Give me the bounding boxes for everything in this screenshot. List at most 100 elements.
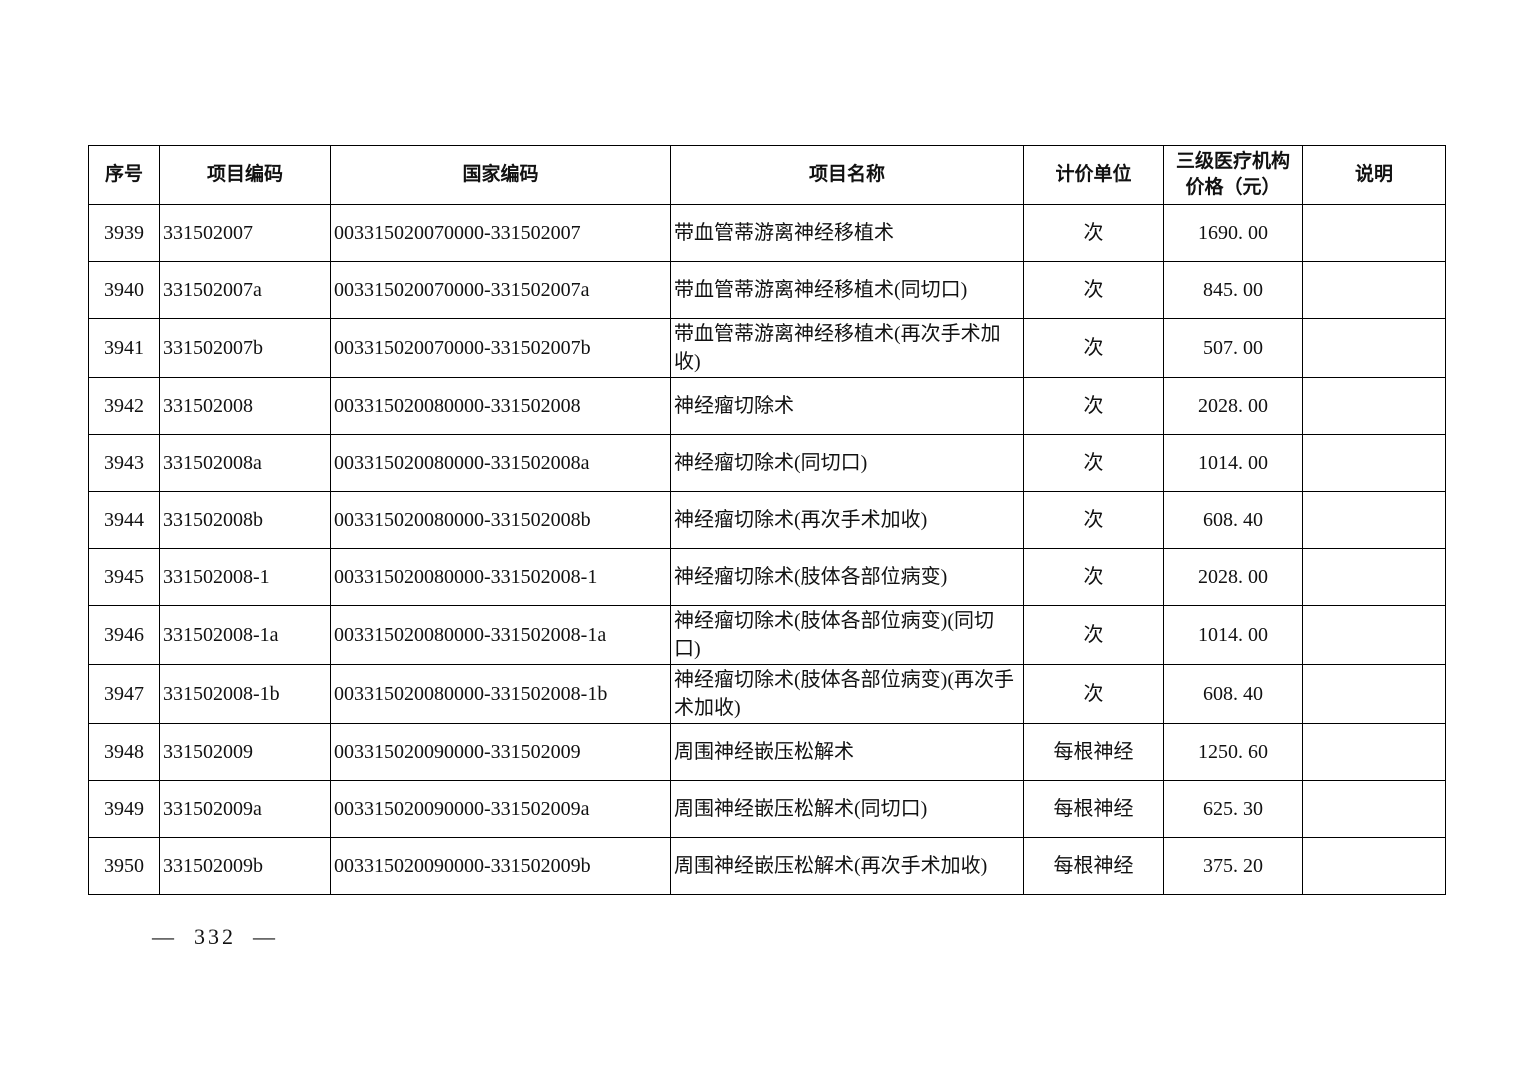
cell-national-code: 003315020080000-331502008b [330,491,671,549]
cell-unit: 每根神经 [1023,723,1164,781]
cell-item-code: 331502008a [159,434,331,492]
cell-seq: 3945 [88,548,160,606]
cell-item-code: 331502008 [159,377,331,435]
cell-national-code: 003315020080000-331502008a [330,434,671,492]
cell-note [1302,434,1446,492]
cell-name: 带血管蒂游离神经移植术(再次手术加收) [670,318,1024,378]
cell-national-code: 003315020070000-331502007 [330,204,671,262]
cell-item-code: 331502007 [159,204,331,262]
cell-unit: 次 [1023,548,1164,606]
cell-seq: 3948 [88,723,160,781]
cell-note [1302,318,1446,378]
cell-unit: 次 [1023,318,1164,378]
col-header-seq: 序号 [88,145,160,205]
price-table: 序号 项目编码 国家编码 项目名称 计价单位 三级医疗机构价格（元） 说明 39… [88,145,1446,895]
cell-item-code: 331502009 [159,723,331,781]
cell-national-code: 003315020080000-331502008 [330,377,671,435]
cell-item-code: 331502007b [159,318,331,378]
table-row: 3940 331502007a 003315020070000-331502007a… [88,261,1446,319]
cell-name: 神经瘤切除术(肢体各部位病变)(再次手术加收) [670,664,1024,724]
cell-item-code: 331502008-1a [159,605,331,665]
cell-item-code: 331502008b [159,491,331,549]
cell-seq: 3943 [88,434,160,492]
table-row: 3950 331502009b 003315020090000-331502009b… [88,837,1446,895]
cell-price: 507. 00 [1163,318,1303,378]
cell-note [1302,261,1446,319]
cell-seq: 3950 [88,837,160,895]
cell-unit: 次 [1023,261,1164,319]
cell-note [1302,664,1446,724]
table-row: 3944 331502008b 003315020080000-331502008b… [88,491,1446,549]
table-row: 3939 331502007 003315020070000-331502007 带血… [88,204,1446,262]
cell-unit: 次 [1023,204,1164,262]
cell-price: 1250. 60 [1163,723,1303,781]
cell-item-code: 331502008-1b [159,664,331,724]
table-row: 3949 331502009a 003315020090000-331502009a… [88,780,1446,838]
cell-seq: 3941 [88,318,160,378]
cell-note [1302,780,1446,838]
cell-name: 神经瘤切除术(肢体各部位病变) [670,548,1024,606]
cell-item-code: 331502009a [159,780,331,838]
table-row: 3947 331502008-1b 003315020080000-33150200… [88,664,1446,724]
cell-name: 带血管蒂游离神经移植术 [670,204,1024,262]
cell-seq: 3944 [88,491,160,549]
col-header-unit: 计价单位 [1023,145,1164,205]
col-header-item-code: 项目编码 [159,145,331,205]
cell-unit: 次 [1023,434,1164,492]
cell-unit: 次 [1023,491,1164,549]
table-row: 3946 331502008-1a 003315020080000-33150200… [88,605,1446,665]
cell-price: 1690. 00 [1163,204,1303,262]
cell-national-code: 003315020070000-331502007a [330,261,671,319]
cell-unit: 次 [1023,377,1164,435]
col-header-name: 项目名称 [670,145,1024,205]
cell-price: 625. 30 [1163,780,1303,838]
cell-price: 2028. 00 [1163,377,1303,435]
table-row: 3943 331502008a 003315020080000-331502008a… [88,434,1446,492]
col-header-note: 说明 [1302,145,1446,205]
cell-note [1302,548,1446,606]
cell-name: 神经瘤切除术(再次手术加收) [670,491,1024,549]
cell-name: 周围神经嵌压松解术(同切口) [670,780,1024,838]
cell-unit: 次 [1023,664,1164,724]
cell-note [1302,605,1446,665]
cell-price: 1014. 00 [1163,605,1303,665]
cell-name: 神经瘤切除术 [670,377,1024,435]
cell-national-code: 003315020090000-331502009b [330,837,671,895]
cell-name: 神经瘤切除术(肢体各部位病变)(同切口) [670,605,1024,665]
cell-price: 2028. 00 [1163,548,1303,606]
cell-national-code: 003315020070000-331502007b [330,318,671,378]
cell-seq: 3942 [88,377,160,435]
cell-price: 608. 40 [1163,664,1303,724]
col-header-national-code: 国家编码 [330,145,671,205]
table-row: 3942 331502008 003315020080000-331502008 神经… [88,377,1446,435]
cell-note [1302,837,1446,895]
cell-national-code: 003315020080000-331502008-1b [330,664,671,724]
cell-item-code: 331502008-1 [159,548,331,606]
page-number: — 332 — [152,924,278,949]
cell-seq: 3940 [88,261,160,319]
table-row: 3945 331502008-1 003315020080000-331502008… [88,548,1446,606]
cell-seq: 3946 [88,605,160,665]
cell-price: 375. 20 [1163,837,1303,895]
cell-national-code: 003315020090000-331502009a [330,780,671,838]
cell-name: 周围神经嵌压松解术(再次手术加收) [670,837,1024,895]
cell-note [1302,204,1446,262]
cell-unit: 每根神经 [1023,780,1164,838]
cell-unit: 每根神经 [1023,837,1164,895]
cell-seq: 3939 [88,204,160,262]
col-header-price: 三级医疗机构价格（元） [1163,145,1303,205]
cell-price: 845. 00 [1163,261,1303,319]
cell-unit: 次 [1023,605,1164,665]
cell-seq: 3947 [88,664,160,724]
cell-price: 608. 40 [1163,491,1303,549]
cell-note [1302,491,1446,549]
cell-national-code: 003315020080000-331502008-1a [330,605,671,665]
cell-note [1302,377,1446,435]
table-row: 3941 331502007b 003315020070000-331502007b… [88,318,1446,378]
cell-national-code: 003315020090000-331502009 [330,723,671,781]
cell-name: 周围神经嵌压松解术 [670,723,1024,781]
cell-name: 神经瘤切除术(同切口) [670,434,1024,492]
cell-note [1302,723,1446,781]
cell-name: 带血管蒂游离神经移植术(同切口) [670,261,1024,319]
